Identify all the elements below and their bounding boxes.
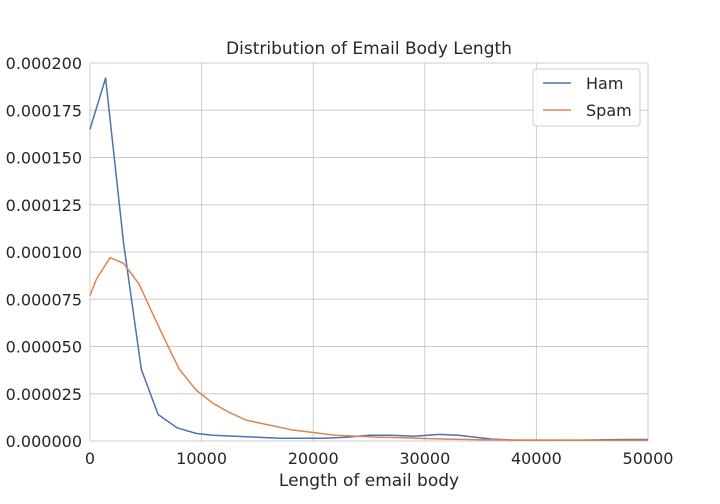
y-tick-label: 0.000125 xyxy=(6,196,82,215)
x-tick-label: 10000 xyxy=(176,449,227,468)
y-tick-label: 0.000050 xyxy=(6,338,82,357)
series-layer xyxy=(89,77,648,441)
y-tick-label: 0.000150 xyxy=(6,149,82,168)
x-axis-label: Length of email body xyxy=(279,471,459,491)
x-tick-label: 40000 xyxy=(511,449,562,468)
legend: Ham Spam xyxy=(532,68,641,127)
y-tick-label: 0.000000 xyxy=(6,432,82,451)
legend-label-spam: Spam xyxy=(586,101,632,120)
legend-label-ham: Ham xyxy=(586,74,623,93)
y-tick-label: 0.000100 xyxy=(6,243,82,262)
series-line-spam xyxy=(89,256,648,441)
x-tick-labels: 0 10000 20000 30000 40000 50000 xyxy=(85,449,674,468)
x-tick-label: 50000 xyxy=(623,449,674,468)
chart-title: Distribution of Email Body Length xyxy=(226,39,512,59)
y-tick-label: 0.000025 xyxy=(6,385,82,404)
y-tick-label: 0.000075 xyxy=(6,290,82,309)
y-tick-labels: 0.000000 0.000025 0.000050 0.000075 0.000100… xyxy=(6,54,82,451)
x-tick-label: 0 xyxy=(85,449,95,468)
x-tick-label: 20000 xyxy=(288,449,339,468)
y-tick-label: 0.000200 xyxy=(6,54,82,73)
series-line-ham xyxy=(89,77,648,441)
x-tick-label: 30000 xyxy=(399,449,450,468)
y-tick-label: 0.000175 xyxy=(6,101,82,120)
plot-frame xyxy=(89,62,649,442)
